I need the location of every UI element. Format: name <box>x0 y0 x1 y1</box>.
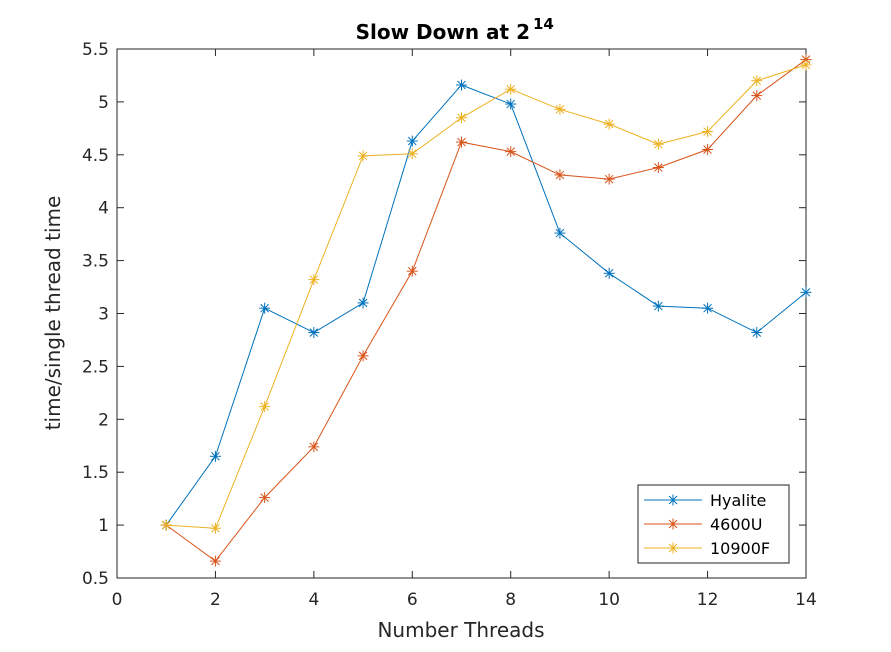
data-point <box>554 169 566 181</box>
chart-title-text: Slow Down at 2 <box>356 20 530 44</box>
legend-item: 4600U <box>644 515 762 534</box>
x-tick-label: 8 <box>505 590 516 610</box>
data-point <box>554 227 566 239</box>
series-line <box>165 59 807 562</box>
x-tick-label: 2 <box>210 590 221 610</box>
data-point <box>209 555 221 567</box>
data-point <box>751 90 763 102</box>
data-point <box>603 118 615 130</box>
data-point <box>456 112 467 124</box>
data-point <box>652 161 664 173</box>
x-tick-label: 0 <box>112 590 123 610</box>
y-tick-label: 1.5 <box>82 463 109 483</box>
chart-title-superscript: 14 <box>533 15 554 33</box>
data-point <box>800 286 812 298</box>
data-point <box>308 327 320 339</box>
x-tick-label: 12 <box>697 590 719 610</box>
legend: Hyalite 4600U 10900F <box>637 484 790 564</box>
data-point <box>357 150 369 162</box>
data-point <box>751 327 763 339</box>
legend-item: Hyalite <box>644 491 766 510</box>
legend-marker <box>667 518 679 530</box>
data-point <box>406 265 418 277</box>
y-axis-ticks: 0.5 1 1.5 2 2.5 3 3.5 4 4.5 5 5.5 <box>82 40 806 589</box>
legend-marker <box>667 542 679 554</box>
data-point <box>505 83 517 95</box>
y-tick-label: 5 <box>98 93 109 113</box>
legend-label: Hyalite <box>710 491 766 510</box>
data-point <box>259 302 271 314</box>
chart-title: Slow Down at 2 14 <box>356 15 554 44</box>
data-point <box>160 519 172 531</box>
series-hyalite <box>160 79 812 531</box>
x-axis-ticks: 0 2 4 6 8 10 12 14 <box>112 49 817 610</box>
data-point <box>357 297 369 309</box>
x-tick-label: 10 <box>598 590 620 610</box>
data-point <box>209 522 221 534</box>
data-point <box>259 401 271 413</box>
data-point <box>308 441 320 453</box>
x-tick-label: 4 <box>308 590 319 610</box>
y-tick-label: 4.5 <box>82 146 109 166</box>
legend-marker <box>667 494 679 506</box>
y-tick-label: 3.5 <box>82 252 109 272</box>
data-point <box>406 148 418 160</box>
series-10900f <box>160 59 812 534</box>
y-tick-label: 2 <box>98 410 109 430</box>
series-line <box>166 64 807 529</box>
data-point <box>751 75 763 87</box>
data-point <box>456 136 467 148</box>
data-point <box>702 302 714 314</box>
data-point <box>554 103 566 115</box>
data-point <box>652 300 664 312</box>
data-point <box>406 135 418 147</box>
y-tick-label: 2.5 <box>82 357 109 377</box>
legend-label: 4600U <box>710 515 762 534</box>
x-tick-label: 6 <box>407 590 418 610</box>
series-layer <box>160 54 812 567</box>
y-tick-label: 5.5 <box>82 40 109 60</box>
legend-item: 10900F <box>644 539 770 558</box>
data-point <box>800 59 812 71</box>
data-point <box>652 138 664 150</box>
data-point <box>357 350 369 362</box>
x-axis-label: Number Threads <box>377 618 544 642</box>
data-point <box>702 144 714 156</box>
y-tick-label: 0.5 <box>82 569 109 589</box>
data-point <box>505 98 517 110</box>
data-point <box>308 274 320 286</box>
y-tick-label: 1 <box>98 516 109 536</box>
x-tick-label: 14 <box>795 590 817 610</box>
data-point <box>702 126 714 138</box>
data-point <box>603 173 615 185</box>
y-axis-label: time/single thread time <box>41 196 65 431</box>
data-point <box>259 492 271 504</box>
data-point <box>209 450 221 462</box>
data-point <box>603 267 615 279</box>
y-tick-label: 4 <box>98 199 109 219</box>
y-tick-label: 3 <box>98 305 109 325</box>
legend-label: 10900F <box>710 539 770 558</box>
data-point <box>456 79 467 91</box>
data-point <box>505 146 517 158</box>
series-line <box>165 84 807 526</box>
